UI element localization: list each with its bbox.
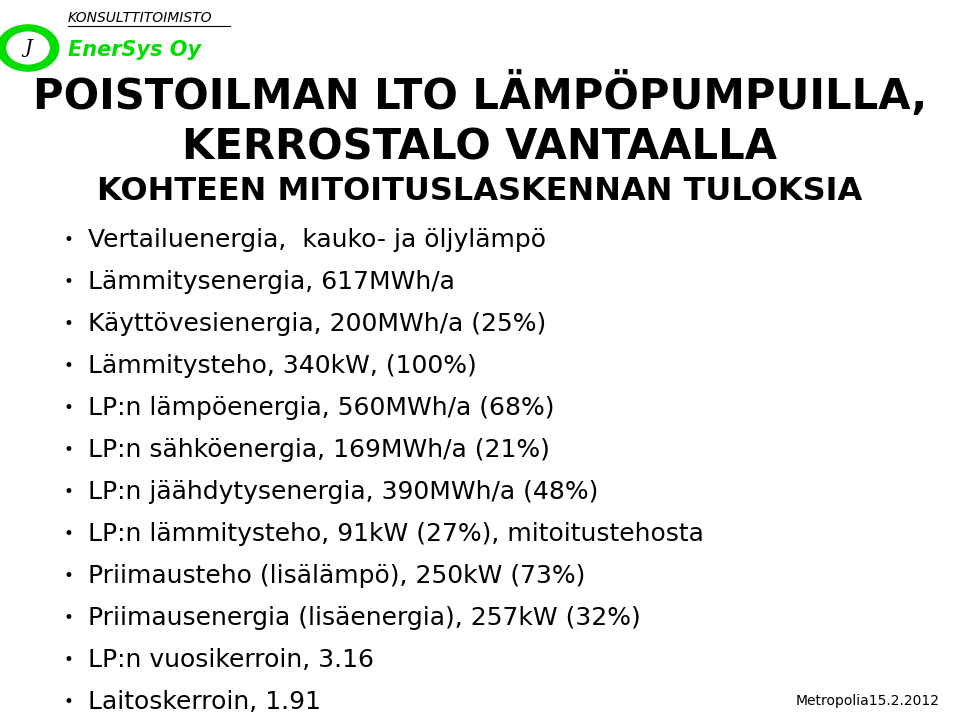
Text: •: • bbox=[63, 651, 73, 669]
Text: J: J bbox=[24, 39, 32, 57]
Text: •: • bbox=[63, 609, 73, 627]
Text: Priimausenergia (lisäenergia), 257kW (32%): Priimausenergia (lisäenergia), 257kW (32… bbox=[88, 606, 640, 630]
Text: KOHTEEN MITOITUSLASKENNAN TULOKSIA: KOHTEEN MITOITUSLASKENNAN TULOKSIA bbox=[97, 177, 863, 208]
Text: •: • bbox=[63, 693, 73, 711]
Text: •: • bbox=[63, 231, 73, 249]
Text: •: • bbox=[63, 567, 73, 585]
Text: LP:n vuosikerroin, 3.16: LP:n vuosikerroin, 3.16 bbox=[88, 648, 374, 672]
Text: Metropolia15.2.2012: Metropolia15.2.2012 bbox=[796, 694, 940, 708]
Text: •: • bbox=[63, 273, 73, 291]
Text: Laitoskerroin, 1.91: Laitoskerroin, 1.91 bbox=[88, 690, 321, 714]
Text: KERROSTALO VANTAALLA: KERROSTALO VANTAALLA bbox=[182, 127, 778, 169]
Text: LP:n lämmitysteho, 91kW (27%), mitoitustehosta: LP:n lämmitysteho, 91kW (27%), mitoitust… bbox=[88, 522, 704, 546]
Text: •: • bbox=[63, 441, 73, 459]
Text: Käyttövesienergia, 200MWh/a (25%): Käyttövesienergia, 200MWh/a (25%) bbox=[88, 312, 546, 336]
Text: •: • bbox=[63, 315, 73, 333]
Text: LP:n jäähdytysenergia, 390MWh/a (48%): LP:n jäähdytysenergia, 390MWh/a (48%) bbox=[88, 480, 598, 504]
Text: •: • bbox=[63, 525, 73, 543]
Text: KONSULTTITOIMISTO: KONSULTTITOIMISTO bbox=[68, 11, 212, 25]
Text: Vertailuenergia,  kauko- ja öljylämpö: Vertailuenergia, kauko- ja öljylämpö bbox=[88, 228, 546, 252]
Text: •: • bbox=[63, 357, 73, 375]
Text: Lämmitysenergia, 617MWh/a: Lämmitysenergia, 617MWh/a bbox=[88, 270, 455, 294]
Text: •: • bbox=[63, 399, 73, 417]
Text: Priimausteho (lisälämpö), 250kW (73%): Priimausteho (lisälämpö), 250kW (73%) bbox=[88, 564, 586, 588]
Text: LP:n lämpöenergia, 560MWh/a (68%): LP:n lämpöenergia, 560MWh/a (68%) bbox=[88, 396, 555, 420]
Text: LP:n sähköenergia, 169MWh/a (21%): LP:n sähköenergia, 169MWh/a (21%) bbox=[88, 438, 550, 462]
Text: •: • bbox=[63, 483, 73, 501]
Text: Lämmitysteho, 340kW, (100%): Lämmitysteho, 340kW, (100%) bbox=[88, 354, 477, 378]
Text: POISTOILMAN LTO LÄMPÖPUMPUILLA,: POISTOILMAN LTO LÄMPÖPUMPUILLA, bbox=[33, 72, 927, 118]
Text: EnerSys Oy: EnerSys Oy bbox=[68, 40, 202, 60]
